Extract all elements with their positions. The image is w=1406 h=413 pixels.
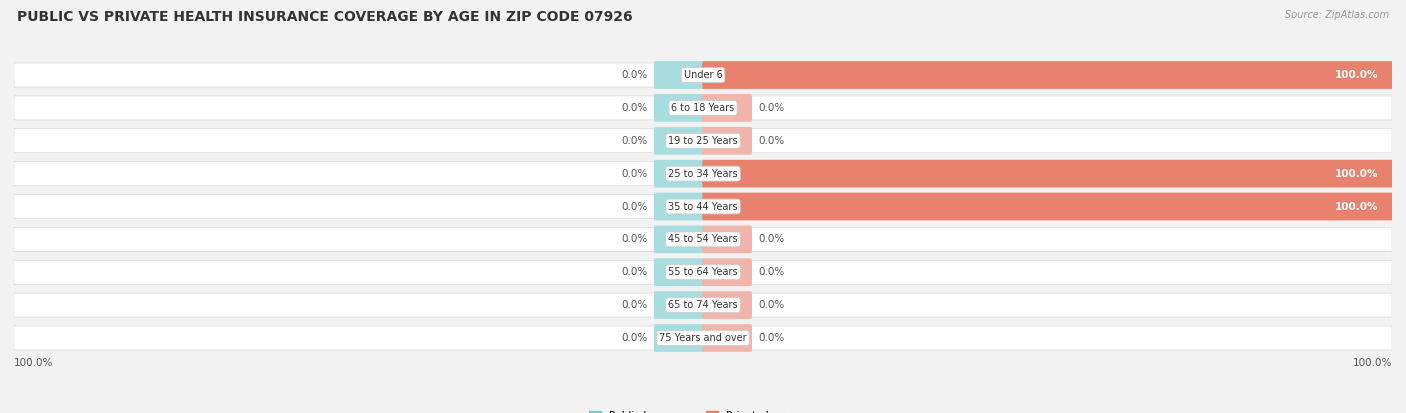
Text: 100.0%: 100.0% [1334,202,1378,211]
Text: 0.0%: 0.0% [758,333,785,343]
Text: 19 to 25 Years: 19 to 25 Years [668,136,738,146]
Text: 6 to 18 Years: 6 to 18 Years [672,103,734,113]
FancyBboxPatch shape [654,225,704,253]
Text: 45 to 54 Years: 45 to 54 Years [668,234,738,244]
FancyBboxPatch shape [654,192,704,221]
Text: 100.0%: 100.0% [1334,169,1378,179]
Text: 55 to 64 Years: 55 to 64 Years [668,267,738,277]
FancyBboxPatch shape [654,61,704,89]
Legend: Public Insurance, Private Insurance: Public Insurance, Private Insurance [589,411,817,413]
FancyBboxPatch shape [14,96,1392,120]
FancyBboxPatch shape [14,129,1392,153]
FancyBboxPatch shape [14,293,1392,317]
Text: 0.0%: 0.0% [621,300,648,310]
FancyBboxPatch shape [14,161,1392,185]
Text: 0.0%: 0.0% [758,267,785,277]
FancyBboxPatch shape [14,63,1392,87]
Text: 0.0%: 0.0% [621,234,648,244]
FancyBboxPatch shape [654,127,704,154]
Text: 25 to 34 Years: 25 to 34 Years [668,169,738,179]
FancyBboxPatch shape [14,260,1392,284]
Text: 0.0%: 0.0% [758,136,785,146]
Text: 0.0%: 0.0% [758,300,785,310]
Text: 0.0%: 0.0% [621,136,648,146]
FancyBboxPatch shape [654,160,704,188]
FancyBboxPatch shape [14,228,1392,252]
FancyBboxPatch shape [14,195,1392,218]
FancyBboxPatch shape [654,259,704,286]
FancyBboxPatch shape [654,94,704,122]
FancyBboxPatch shape [14,326,1392,350]
FancyBboxPatch shape [702,225,752,253]
FancyBboxPatch shape [14,195,1392,218]
FancyBboxPatch shape [702,94,752,122]
Text: 35 to 44 Years: 35 to 44 Years [668,202,738,211]
FancyBboxPatch shape [14,63,1392,87]
FancyBboxPatch shape [14,228,1392,251]
FancyBboxPatch shape [14,96,1392,120]
FancyBboxPatch shape [702,324,752,352]
FancyBboxPatch shape [14,326,1392,350]
Text: 0.0%: 0.0% [758,234,785,244]
Text: 0.0%: 0.0% [621,267,648,277]
Text: 100.0%: 100.0% [1353,358,1392,368]
Text: 0.0%: 0.0% [758,103,785,113]
FancyBboxPatch shape [14,260,1392,284]
Text: Source: ZipAtlas.com: Source: ZipAtlas.com [1285,10,1389,20]
Text: 65 to 74 Years: 65 to 74 Years [668,300,738,310]
FancyBboxPatch shape [14,162,1392,185]
FancyBboxPatch shape [702,259,752,286]
Text: PUBLIC VS PRIVATE HEALTH INSURANCE COVERAGE BY AGE IN ZIP CODE 07926: PUBLIC VS PRIVATE HEALTH INSURANCE COVER… [17,10,633,24]
FancyBboxPatch shape [702,160,1393,188]
Text: 75 Years and over: 75 Years and over [659,333,747,343]
Text: 0.0%: 0.0% [621,202,648,211]
FancyBboxPatch shape [654,291,704,319]
FancyBboxPatch shape [14,293,1392,317]
FancyBboxPatch shape [14,129,1392,153]
FancyBboxPatch shape [702,192,1393,221]
Text: Under 6: Under 6 [683,70,723,80]
Text: 100.0%: 100.0% [1334,70,1378,80]
FancyBboxPatch shape [654,324,704,352]
Text: 0.0%: 0.0% [621,333,648,343]
FancyBboxPatch shape [702,291,752,319]
Text: 0.0%: 0.0% [621,103,648,113]
FancyBboxPatch shape [702,61,1393,89]
Text: 100.0%: 100.0% [14,358,53,368]
Text: 0.0%: 0.0% [621,70,648,80]
Text: 0.0%: 0.0% [621,169,648,179]
FancyBboxPatch shape [702,127,752,154]
